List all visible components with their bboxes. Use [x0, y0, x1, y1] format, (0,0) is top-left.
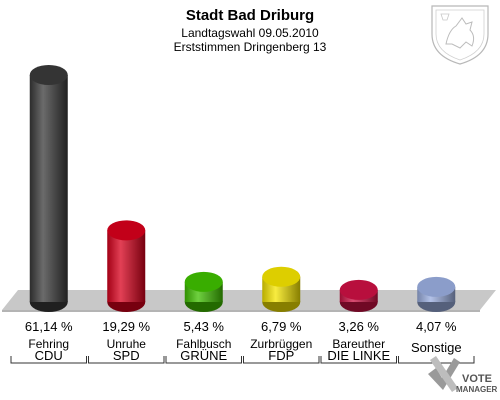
coat-of-arms-icon [431, 5, 489, 65]
party-tick-label: GRÜNE [180, 348, 227, 363]
logo-text-vote: VOTE [462, 373, 492, 385]
bar-sonstige [417, 276, 456, 312]
bar-top [339, 279, 378, 300]
party-tick-label: DIE LINKE [327, 348, 390, 363]
candidate-label: Bareuther [332, 337, 385, 351]
party-tick-label: CDU [35, 348, 63, 363]
candidate-label: Fehring [28, 337, 69, 351]
bar-fdp [262, 266, 301, 312]
category-bracket [243, 356, 320, 364]
candidate-label: Zurbrüggen [250, 337, 312, 351]
bar-cdu [29, 65, 68, 312]
data-label: 3,26 % [339, 319, 380, 334]
logo-text-manager: MANAGER [456, 385, 498, 394]
category-bracket [88, 356, 165, 364]
bar-top [107, 220, 146, 241]
checkmark-x-icon [428, 356, 460, 392]
data-label: 6,79 % [261, 319, 302, 334]
bar-body [107, 230, 146, 302]
data-label: 4,07 % [416, 319, 457, 334]
data-label: 61,14 % [25, 319, 73, 334]
party-tick-label: FDP [268, 348, 294, 363]
bar-body [29, 75, 68, 302]
bar-top [29, 65, 68, 85]
bar-spd [107, 220, 146, 312]
category-bracket [320, 356, 397, 364]
chart-subtitle-2: Erststimmen Dringenberg 13 [174, 40, 327, 54]
category-bracket [10, 356, 87, 364]
party-tick-label: Sonstige [411, 340, 462, 355]
chart-title: Stadt Bad Driburg [186, 7, 314, 24]
chart-subtitle: Landtagswahl 09.05.2010 [181, 26, 319, 40]
bar-grüne [184, 271, 223, 312]
category-bracket [165, 356, 242, 364]
bar-die-linke [339, 279, 378, 312]
data-label: 5,43 % [184, 319, 225, 334]
data-label: 19,29 % [102, 319, 150, 334]
bar-top [262, 266, 301, 287]
bar-top [184, 271, 223, 292]
candidate-label: Fahlbusch [176, 337, 231, 351]
candidate-label: Unruhe [107, 337, 147, 351]
party-tick-label: SPD [113, 348, 140, 363]
bar-top [417, 276, 456, 297]
bars-group [29, 65, 456, 312]
vote-manager-logo: VOTE MANAGER [428, 356, 498, 394]
